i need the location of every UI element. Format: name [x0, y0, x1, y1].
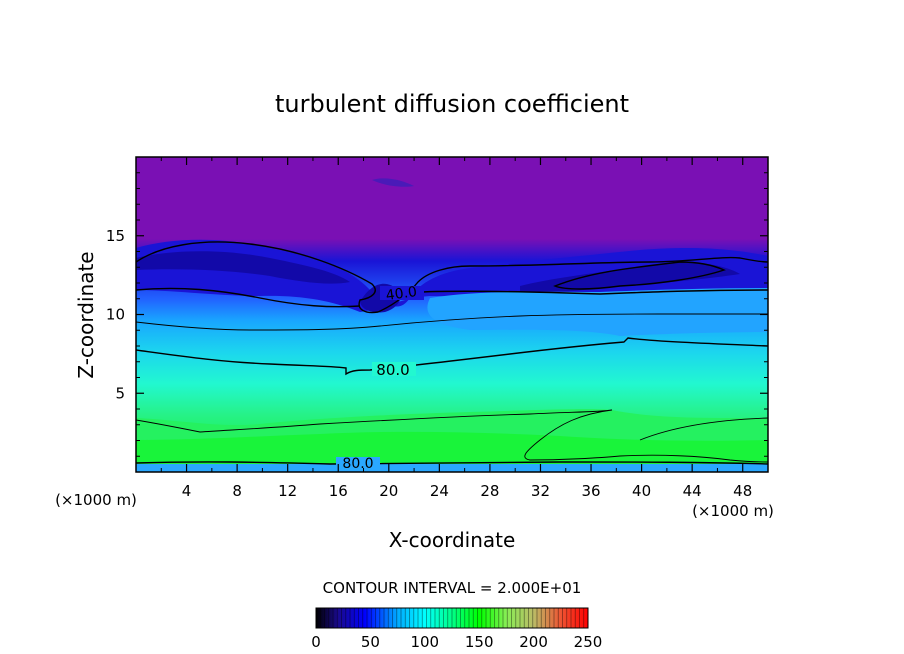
- colorbar-stripes: [319, 608, 585, 628]
- bright-green-core: [136, 431, 768, 464]
- x-axis-title: X-coordinate: [389, 528, 516, 552]
- x-tick-label: 36: [581, 482, 600, 500]
- navy-streak-right: [520, 262, 740, 293]
- contour-label-80-mid: 80.0: [376, 361, 409, 379]
- contour-40-left: [136, 287, 361, 308]
- colorbar: [316, 608, 588, 628]
- x-tick-label: 40: [632, 482, 651, 500]
- contour-label-80-bottom: 80.0: [342, 456, 373, 472]
- x-tick-label: 12: [278, 482, 297, 500]
- x-unit-label-left: (×1000 m): [55, 491, 137, 509]
- heatmap-field: [136, 157, 768, 472]
- y-tick-label: 5: [115, 384, 125, 402]
- navy-streak-left: [136, 251, 350, 284]
- y-axis-title: Z-coordinate: [74, 251, 98, 378]
- x-unit-label-right: (×1000 m): [692, 502, 774, 520]
- colorbar-tick-label: 250: [574, 633, 603, 651]
- purple-wisp: [372, 178, 414, 187]
- contour-upper-right-loop: [553, 261, 726, 290]
- bottom-strip: [136, 464, 768, 472]
- contour-label-bg-80a: [372, 362, 416, 376]
- colorbar-tick-label: 200: [519, 633, 548, 651]
- sky-region-right: [427, 288, 768, 336]
- contour-lower-right: [639, 417, 768, 441]
- x-tick-label: 28: [480, 482, 499, 500]
- contour-80-bottom: [136, 461, 768, 465]
- contour-label-40: 40.0: [385, 284, 418, 304]
- x-tick-label: 20: [379, 482, 398, 500]
- colorbar-tick-label: 50: [361, 633, 380, 651]
- y-tick-label: 15: [106, 227, 125, 245]
- contour-label-bg-40: [380, 286, 424, 300]
- contour-40-right: [419, 289, 768, 295]
- x-tick-label: 8: [232, 482, 242, 500]
- colorbar-tick-label: 0: [311, 633, 321, 651]
- y-axis-ticks: 5 10 15: [106, 172, 768, 457]
- contour-interval-text: CONTOUR INTERVAL = 2.000E+01: [323, 579, 582, 597]
- colorbar-tick-label: 150: [465, 633, 494, 651]
- x-axis-ticks: 4 8 12 16 20 24 28 32 36 40 44 48: [160, 157, 752, 500]
- colorbar-ticks: 0 50 100 150 200 250: [311, 633, 602, 651]
- colorbar-tick-label: 100: [410, 633, 439, 651]
- contour-mid-thin: [136, 313, 768, 331]
- colorbar-frame: [315, 607, 589, 629]
- contour-label-bg-80b: [336, 457, 380, 469]
- x-tick-label: 4: [182, 482, 192, 500]
- x-tick-label: 24: [430, 482, 449, 500]
- x-tick-label: 16: [329, 482, 348, 500]
- x-tick-label: 44: [683, 482, 702, 500]
- x-tick-label: 32: [531, 482, 550, 500]
- y-tick-label: 10: [106, 306, 125, 324]
- chart-title: turbulent diffusion coefficient: [275, 90, 629, 118]
- x-tick-label: 48: [733, 482, 752, 500]
- contour-lower-thin: [136, 409, 768, 463]
